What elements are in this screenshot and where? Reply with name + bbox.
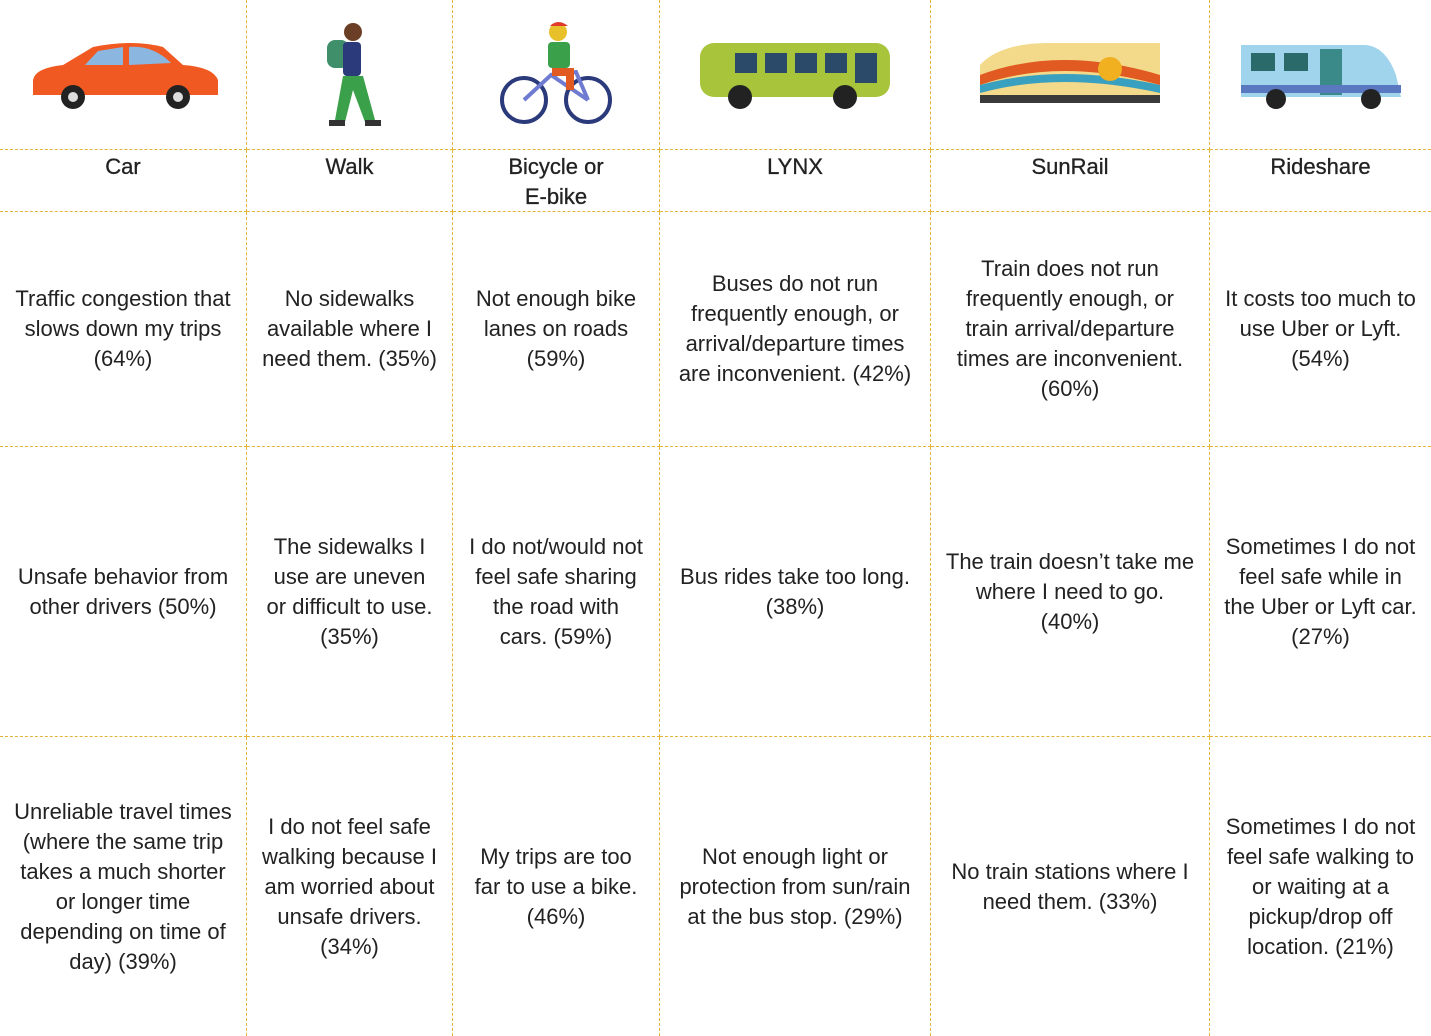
table-cell-text: Unreliable travel times (where the same … [14,798,232,974]
table-cell: Not enough bike lanes on roads (59%) [453,212,660,447]
table-cell-text: Sometimes I do not feel safe walking to … [1225,813,1416,959]
table-cell: Train does not run frequently enough, or… [931,212,1210,447]
table-cell-text: The sidewalks I use are uneven or diffic… [266,533,433,649]
train-icon [931,0,1210,150]
column-header: Bicycle or E-bike [453,150,660,212]
table-cell: Bus rides take too long. (38%) [660,447,931,737]
table-cell-text: Unsafe behavior from other drivers (50%) [17,563,229,619]
table-cell-text: Bus rides take too long. (38%) [680,563,910,619]
table-cell: The train doesn’t take me where I need t… [931,447,1210,737]
column-header: LYNX [660,150,931,212]
table-cell: Sometimes I do not feel safe while in th… [1210,447,1431,737]
table-cell: Sometimes I do not feel safe walking to … [1210,737,1431,1036]
table-cell-text: Traffic congestion that slows down my tr… [15,286,231,371]
column-header-text: LYNX [767,154,823,179]
table-cell-text: Not enough bike lanes on roads (59%) [475,286,637,371]
bus-icon [660,0,931,150]
table-cell: Buses do not run frequently enough, or a… [660,212,931,447]
column-header: Car [0,150,247,212]
table-cell-text: I do not/would not feel safe sharing the… [469,533,643,649]
table-cell: I do not feel safe walking because I am … [247,737,453,1036]
column-header-text: SunRail [1031,154,1109,179]
rideshare-icon [1210,0,1431,150]
table-cell-text: Buses do not run frequently enough, or a… [678,271,912,386]
table-cell: The sidewalks I use are uneven or diffic… [247,447,453,737]
table-cell: Unreliable travel times (where the same … [0,737,247,1036]
column-header: SunRail [931,150,1210,212]
table-cell: It costs too much to use Uber or Lyft. (… [1210,212,1431,447]
table-cell-text: Not enough light or protection from sun/… [679,843,911,929]
table-cell: No sidewalks available where I need them… [247,212,453,447]
table-cell-text: The train doesn’t take me where I need t… [945,548,1195,634]
table-cell: Traffic congestion that slows down my tr… [0,212,247,447]
table-cell: I do not/would not feel safe sharing the… [453,447,660,737]
walk-icon [247,0,453,150]
table-cell: Not enough light or protection from sun/… [660,737,931,1036]
table-cell: No train stations where I need them. (33… [931,737,1210,1036]
car-icon [0,0,247,150]
table-cell-text: No train stations where I need them. (33… [951,858,1189,914]
table-cell: My trips are too far to use a bike. (46%… [453,737,660,1036]
table-cell-text: It costs too much to use Uber or Lyft. (… [1225,286,1416,371]
table-cell-text: Train does not run frequently enough, or… [956,256,1184,401]
table-cell-text: My trips are too far to use a bike. (46%… [474,843,638,929]
table-cell-text: I do not feel safe walking because I am … [262,813,437,959]
column-header: Rideshare [1210,150,1431,212]
column-header: Walk [247,150,453,212]
table-cell-text: Sometimes I do not feel safe while in th… [1224,533,1417,649]
bicycle-icon [453,0,660,150]
column-header-text: Car [105,154,141,179]
table-cell: Unsafe behavior from other drivers (50%) [0,447,247,737]
column-header-text: Rideshare [1270,154,1371,179]
table-cell-text: No sidewalks available where I need them… [262,286,437,371]
column-header-text: Bicycle or E-bike [508,154,604,209]
column-header-text: Walk [325,154,374,179]
